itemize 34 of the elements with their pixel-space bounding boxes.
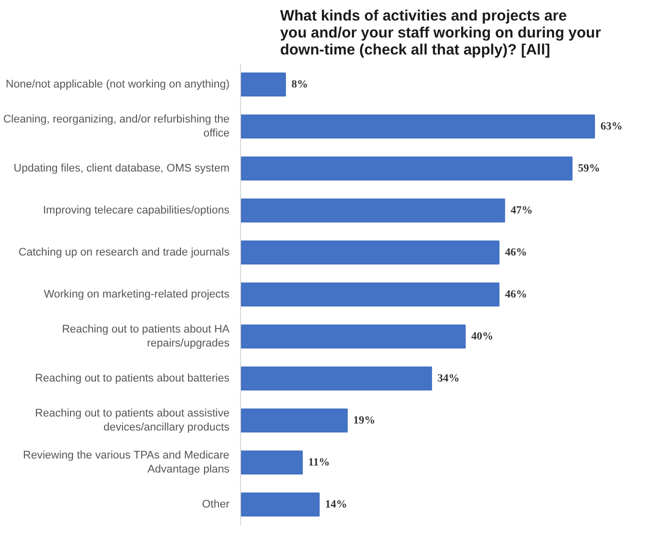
data-label: 47%	[510, 204, 533, 216]
y-tick-label: Reaching out to patients about batteries	[35, 372, 230, 384]
data-label: 63%	[600, 120, 622, 132]
y-tick-label: Cleaning, reorganizing, and/or refurbishing the office	[3, 113, 230, 140]
data-label: 34%	[438, 372, 460, 384]
data-label: 59%	[578, 162, 600, 174]
bar	[240, 492, 320, 517]
bar	[240, 450, 303, 475]
y-tick-label: Working on marketing-related projects	[44, 288, 230, 300]
y-tick-label: Other	[202, 498, 230, 510]
data-label: 46%	[504, 246, 527, 258]
data-label: 14%	[325, 498, 348, 510]
bar	[240, 156, 573, 181]
bar	[240, 240, 500, 265]
y-tick-label: Reaching out to patients about assistive devices/ancillary products	[35, 407, 230, 434]
bar	[240, 282, 500, 307]
chart-title: What kinds of activities and projects are you and/or your staff working on during your down-time (check all that apply)? [All]	[280, 8, 602, 58]
y-tick-label: Reaching out to patients about HA repairs/upgrades	[62, 323, 230, 350]
data-label: 40%	[471, 330, 494, 342]
bar	[240, 114, 595, 139]
y-tick-label: Improving telecare capabilities/options	[43, 204, 230, 216]
data-label: 11%	[308, 456, 330, 468]
y-tick-label: Updating files, client database, OMS system	[14, 162, 230, 174]
bar	[240, 324, 466, 349]
y-tick-label: Reviewing the various TPAs and Medicare Advantage plans	[23, 449, 230, 476]
bar	[240, 366, 432, 391]
y-tick-label: None/not applicable (not working on anything)	[6, 78, 230, 90]
bar	[240, 72, 286, 97]
data-label: 8%	[291, 78, 308, 90]
bar	[240, 408, 348, 433]
data-label: 46%	[504, 288, 527, 300]
bar	[240, 198, 506, 223]
data-label: 19%	[353, 414, 376, 426]
y-tick-label: Catching up on research and trade journals	[18, 246, 230, 258]
